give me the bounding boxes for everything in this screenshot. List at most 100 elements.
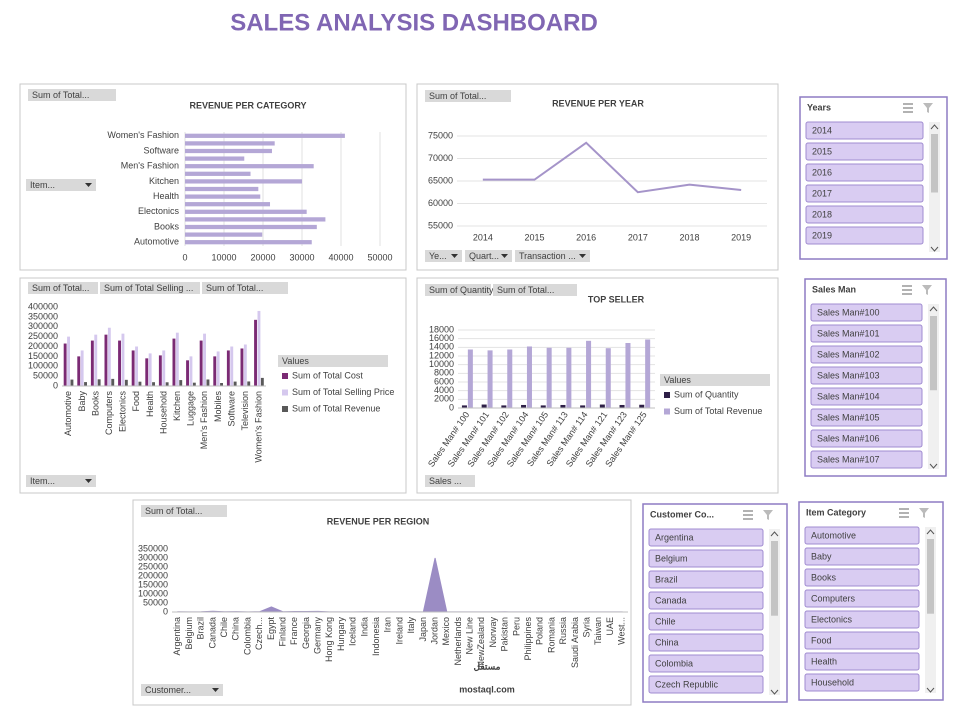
slicer-item[interactable] <box>648 528 764 547</box>
dropdown-arrow[interactable] <box>451 254 458 258</box>
slicer-item-label[interactable]: Colombia <box>655 658 693 668</box>
pivot-button-label[interactable]: Ye... <box>429 251 447 261</box>
pivot-button[interactable] <box>515 250 590 262</box>
pivot-button[interactable] <box>202 282 288 294</box>
slicer-item-label[interactable]: Computers <box>811 593 856 603</box>
slicer-item[interactable] <box>805 226 924 245</box>
pivot-button-label[interactable]: Item... <box>30 180 55 190</box>
slicer-item[interactable] <box>648 612 764 631</box>
scroll-down[interactable] <box>770 689 779 695</box>
slicer-item[interactable] <box>804 526 920 545</box>
slicer-item-label[interactable]: Czech Republic <box>655 679 719 689</box>
pivot-button[interactable] <box>425 90 511 102</box>
scroll-down[interactable] <box>929 463 938 469</box>
slicer-item[interactable] <box>648 633 764 652</box>
slicer-item-label[interactable]: 2019 <box>812 230 832 240</box>
slicer-item-label[interactable]: Sales Man#101 <box>817 328 880 338</box>
slicer-item-label[interactable]: Health <box>811 656 837 666</box>
slicer-item[interactable] <box>804 631 920 650</box>
pivot-button[interactable] <box>493 284 577 296</box>
dropdown-arrow[interactable] <box>501 254 508 258</box>
slicer-item-label[interactable]: Electonics <box>811 614 853 624</box>
slicer-item-label[interactable]: 2017 <box>812 188 832 198</box>
pivot-button-label[interactable]: Customer... <box>145 685 191 695</box>
slicer-item[interactable] <box>648 654 764 673</box>
pivot-button[interactable] <box>28 282 98 294</box>
slicer-item[interactable] <box>810 345 923 364</box>
slicer-item[interactable] <box>648 675 764 694</box>
slicer-item[interactable] <box>810 303 923 322</box>
pivot-button-label[interactable]: Transaction ... <box>519 251 576 261</box>
slicer-item-label[interactable]: Chile <box>655 616 676 626</box>
slicer-item[interactable] <box>810 324 923 343</box>
slicer-item-label[interactable]: Sales Man#102 <box>817 349 880 359</box>
scroll-down[interactable] <box>930 246 939 252</box>
clear-filter-icon[interactable] <box>763 510 773 520</box>
pivot-button[interactable] <box>425 250 462 262</box>
pivot-button-label[interactable]: Sum of Total... <box>429 91 486 101</box>
slicer-item-label[interactable]: China <box>655 637 679 647</box>
pivot-button-label[interactable]: Sum of Total Selling ... <box>104 283 193 293</box>
pivot-button-label[interactable]: Sum of Total... <box>206 283 263 293</box>
slicer-item[interactable] <box>804 652 920 671</box>
scroll-up[interactable] <box>930 124 939 130</box>
pivot-button-label[interactable]: Sum of Total... <box>145 506 202 516</box>
slicer-item-label[interactable]: Belgium <box>655 553 688 563</box>
slicer-item-label[interactable]: 2018 <box>812 209 832 219</box>
slicer-item-label[interactable]: Sales Man#100 <box>817 307 880 317</box>
pivot-button-label[interactable]: Sum of Total... <box>32 283 89 293</box>
slicer-item-label[interactable]: Automotive <box>811 530 856 540</box>
multiselect-icon[interactable] <box>902 285 912 295</box>
scrollbar-thumb[interactable] <box>771 541 778 616</box>
slicer-item[interactable] <box>804 673 920 692</box>
pivot-button-label[interactable]: Item... <box>30 476 55 486</box>
pivot-button[interactable] <box>141 684 223 696</box>
pivot-button[interactable] <box>100 282 200 294</box>
scroll-up[interactable] <box>926 529 935 535</box>
slicer-item-label[interactable]: Sales Man#104 <box>817 391 880 401</box>
pivot-button-label[interactable]: Sum of Total... <box>32 90 89 100</box>
slicer-item[interactable] <box>804 547 920 566</box>
scroll-up[interactable] <box>770 531 779 537</box>
slicer-item[interactable] <box>810 429 923 448</box>
pivot-button[interactable] <box>28 89 116 101</box>
multiselect-icon[interactable] <box>903 103 913 113</box>
pivot-button[interactable] <box>425 475 475 487</box>
pivot-button-label[interactable]: Sales ... <box>429 476 462 486</box>
slicer-item-label[interactable]: Canada <box>655 595 687 605</box>
slicer-item-label[interactable]: Books <box>811 572 837 582</box>
slicer-item[interactable] <box>648 549 764 568</box>
pivot-button[interactable] <box>425 284 491 296</box>
slicer-item[interactable] <box>804 610 920 629</box>
scrollbar-thumb[interactable] <box>930 316 937 391</box>
dropdown-arrow[interactable] <box>85 479 92 483</box>
slicer-item[interactable] <box>805 205 924 224</box>
pivot-button[interactable] <box>465 250 512 262</box>
pivot-button[interactable] <box>26 179 96 191</box>
slicer-item-label[interactable]: Sales Man#106 <box>817 433 880 443</box>
dropdown-arrow[interactable] <box>579 254 586 258</box>
slicer-item[interactable] <box>805 184 924 203</box>
slicer-item-label[interactable]: Brazil <box>655 574 678 584</box>
scrollbar-thumb[interactable] <box>931 134 938 193</box>
scrollbar-thumb[interactable] <box>927 539 934 614</box>
slicer-item-label[interactable]: Sales Man#107 <box>817 454 880 464</box>
slicer-item[interactable] <box>810 387 923 406</box>
slicer-item[interactable] <box>810 450 923 469</box>
pivot-button[interactable] <box>141 505 227 517</box>
pivot-button-label[interactable]: Sum of Quantity <box>429 285 494 295</box>
slicer-item-label[interactable]: Sales Man#105 <box>817 412 880 422</box>
multiselect-icon[interactable] <box>899 508 909 518</box>
pivot-button-label[interactable]: Quart... <box>469 251 499 261</box>
clear-filter-icon[interactable] <box>923 103 933 113</box>
slicer-item[interactable] <box>804 568 920 587</box>
slicer-item-label[interactable]: 2015 <box>812 146 832 156</box>
slicer-item[interactable] <box>810 408 923 427</box>
scroll-up[interactable] <box>929 306 938 312</box>
pivot-button-label[interactable]: Sum of Total... <box>497 285 554 295</box>
scroll-down[interactable] <box>926 687 935 693</box>
slicer-item[interactable] <box>810 366 923 385</box>
slicer-item[interactable] <box>648 591 764 610</box>
slicer-item-label[interactable]: Food <box>811 635 832 645</box>
slicer-item[interactable] <box>805 163 924 182</box>
